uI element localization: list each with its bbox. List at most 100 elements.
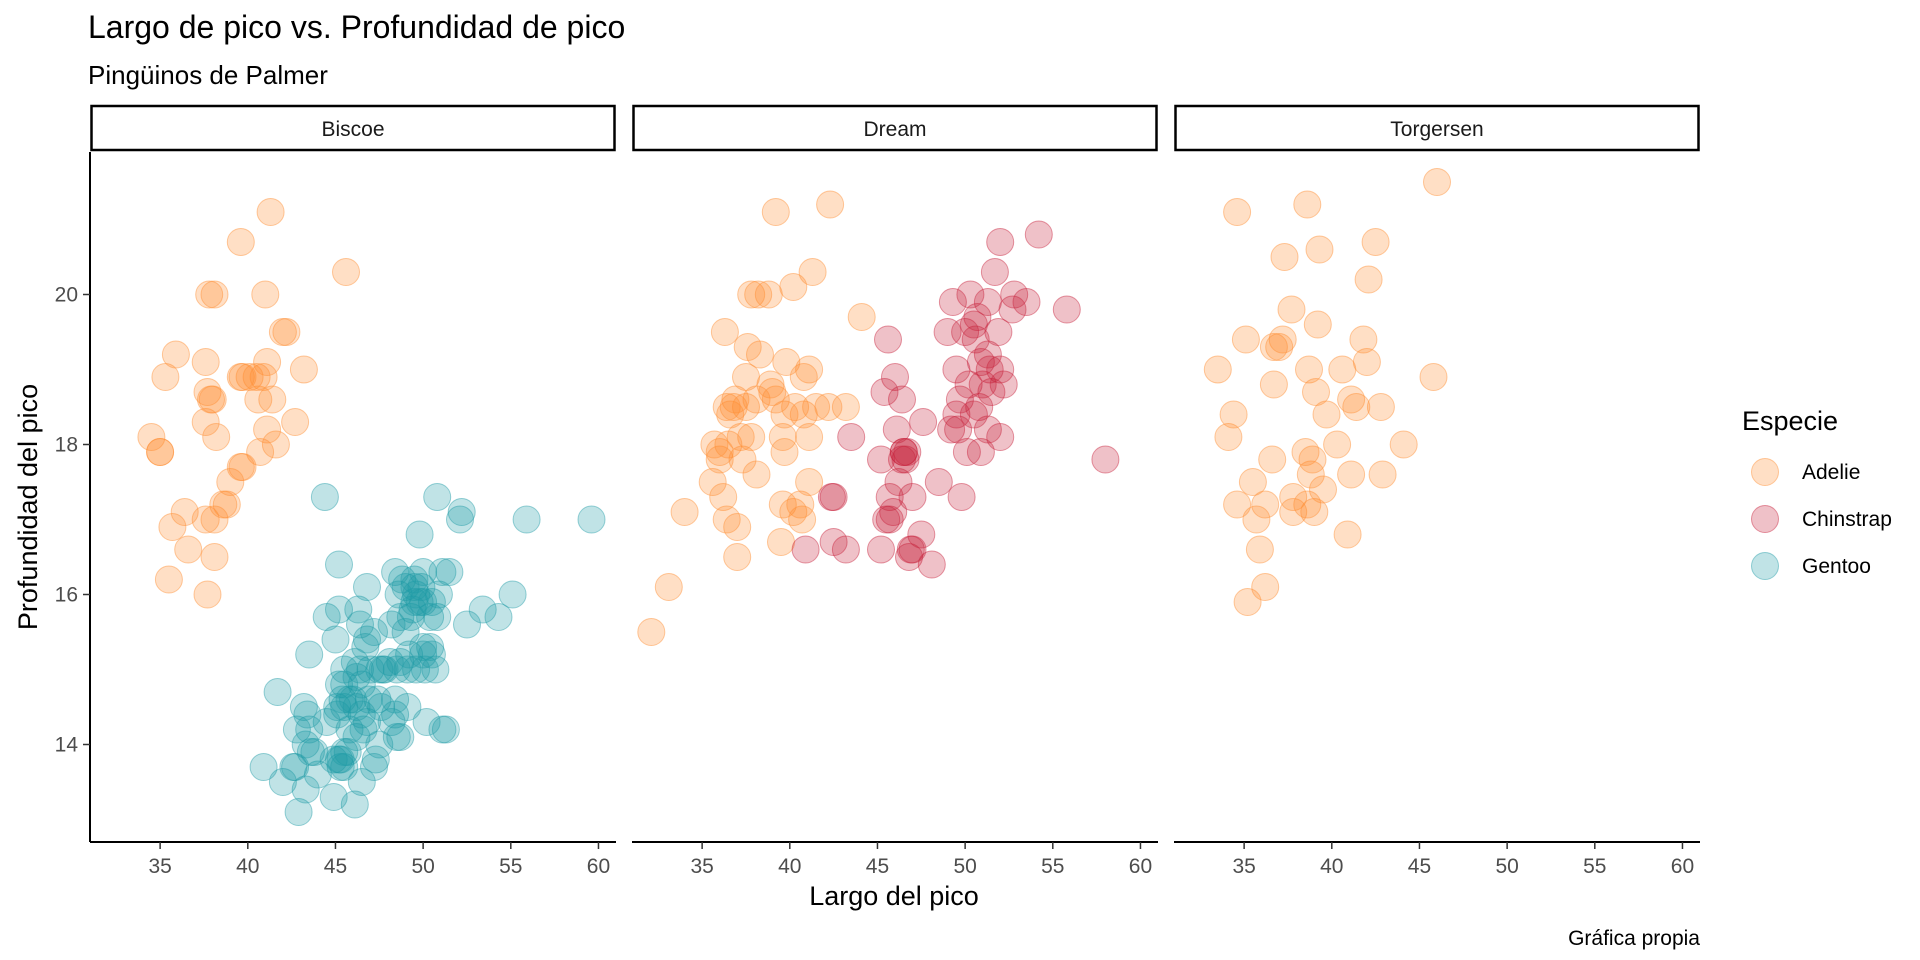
data-point-chinstrap <box>889 438 918 466</box>
data-point-gentoo <box>388 565 417 594</box>
data-point-adelie <box>1203 355 1232 384</box>
data-point-chinstrap <box>965 393 994 421</box>
data-point-gentoo <box>402 580 431 609</box>
data-point-adelie <box>1265 333 1294 361</box>
data-point-gentoo <box>447 498 476 526</box>
data-point-adelie <box>746 340 774 369</box>
data-point-gentoo <box>407 573 436 601</box>
data-point-adelie <box>789 400 818 429</box>
data-point-adelie <box>744 280 773 309</box>
data-point-gentoo <box>435 558 464 586</box>
facet-points <box>137 198 606 826</box>
data-point-adelie <box>700 430 729 459</box>
data-point-gentoo <box>498 580 527 609</box>
data-point-adelie <box>742 385 771 414</box>
data-point-gentoo <box>382 723 411 751</box>
data-point-gentoo <box>391 573 420 601</box>
legend-title: Especie <box>1742 406 1838 436</box>
data-point-adelie <box>200 543 229 571</box>
data-point-gentoo <box>347 768 376 796</box>
data-point-gentoo <box>421 655 450 684</box>
data-point-gentoo <box>353 573 381 601</box>
facet-panel-biscoe: Biscoe 35 40 45 50 55 60 14 16 18 20 <box>55 104 616 878</box>
data-point-adelie <box>146 438 175 466</box>
data-point-adelie <box>261 430 290 459</box>
data-point-adelie <box>226 453 255 481</box>
data-point-adelie <box>732 393 760 421</box>
y-tick-label: 14 <box>55 734 79 757</box>
data-point-chinstrap <box>947 483 976 511</box>
data-point-adelie <box>198 385 227 414</box>
data-point-chinstrap <box>870 378 899 406</box>
data-point-adelie <box>1337 385 1366 414</box>
data-point-gentoo <box>484 603 513 631</box>
data-point-chinstrap <box>937 415 966 444</box>
x-tick-label: 40 <box>778 855 801 878</box>
data-point-adelie <box>200 505 229 534</box>
data-point-gentoo <box>428 558 457 586</box>
x-tick-label: 45 <box>1408 855 1431 878</box>
data-point-gentoo <box>296 738 325 766</box>
data-point-adelie <box>742 460 771 489</box>
data-point-gentoo <box>400 573 429 601</box>
data-point-gentoo <box>367 693 396 721</box>
data-point-adelie <box>1277 295 1306 324</box>
data-point-chinstrap <box>1012 288 1041 316</box>
data-point-gentoo <box>360 618 388 646</box>
data-point-adelie <box>1238 468 1267 496</box>
facet-strip-label: Torgersen <box>1390 118 1483 141</box>
x-tick-label: 45 <box>866 855 889 878</box>
data-point-gentoo <box>386 603 415 631</box>
data-point-chinstrap <box>819 528 848 556</box>
data-point-adelie <box>770 438 799 466</box>
data-point-adelie <box>712 393 741 421</box>
data-point-gentoo <box>330 670 359 699</box>
data-point-gentoo <box>405 520 434 549</box>
data-point-gentoo <box>365 655 394 684</box>
x-tick-label: 40 <box>1320 855 1343 878</box>
facet-panels: Biscoe 35 40 45 50 55 60 14 16 18 20 Dream 35 40 45 50 5… <box>55 104 1700 878</box>
data-point-chinstrap <box>933 318 962 346</box>
data-point-chinstrap <box>959 400 988 429</box>
data-point-adelie <box>737 423 766 451</box>
data-point-adelie <box>1251 573 1280 601</box>
data-point-gentoo <box>424 580 453 609</box>
data-point-chinstrap <box>875 505 904 534</box>
data-point-adelie <box>1419 363 1448 391</box>
x-tick-label: 35 <box>690 855 713 878</box>
data-point-gentoo <box>396 603 425 631</box>
data-point-chinstrap <box>951 318 980 346</box>
data-point-chinstrap <box>980 258 1009 286</box>
data-point-adelie <box>761 385 790 414</box>
data-point-adelie <box>146 438 175 466</box>
data-point-chinstrap <box>874 325 902 354</box>
data-point-chinstrap <box>952 438 981 466</box>
data-point-chinstrap <box>961 325 990 354</box>
data-point-gentoo <box>453 610 481 639</box>
data-point-chinstrap <box>975 355 1004 384</box>
y-tick-label: 18 <box>55 434 78 457</box>
legend-label: Gentoo <box>1802 555 1871 578</box>
data-point-adelie <box>1303 310 1332 339</box>
data-point-adelie <box>1214 423 1243 451</box>
data-point-gentoo <box>375 648 404 676</box>
x-tick-label: 50 <box>411 855 434 878</box>
x-tick-label: 55 <box>1583 855 1606 878</box>
data-point-adelie <box>1233 588 1262 616</box>
data-point-adelie <box>767 528 795 556</box>
data-point-gentoo <box>400 588 429 616</box>
data-point-adelie <box>1309 475 1337 504</box>
data-point-chinstrap <box>898 483 927 511</box>
data-point-adelie <box>1293 490 1322 519</box>
data-point-chinstrap <box>977 378 1006 406</box>
data-point-chinstrap <box>867 535 895 564</box>
data-point-gentoo <box>323 693 352 721</box>
data-point-chinstrap <box>945 385 974 414</box>
data-point-gentoo <box>416 603 445 631</box>
data-point-adelie <box>226 363 255 391</box>
data-point-gentoo <box>402 655 431 684</box>
data-point-gentoo <box>423 483 452 511</box>
data-point-chinstrap <box>879 498 908 526</box>
data-point-gentoo <box>386 723 415 751</box>
data-point-gentoo <box>391 618 420 646</box>
